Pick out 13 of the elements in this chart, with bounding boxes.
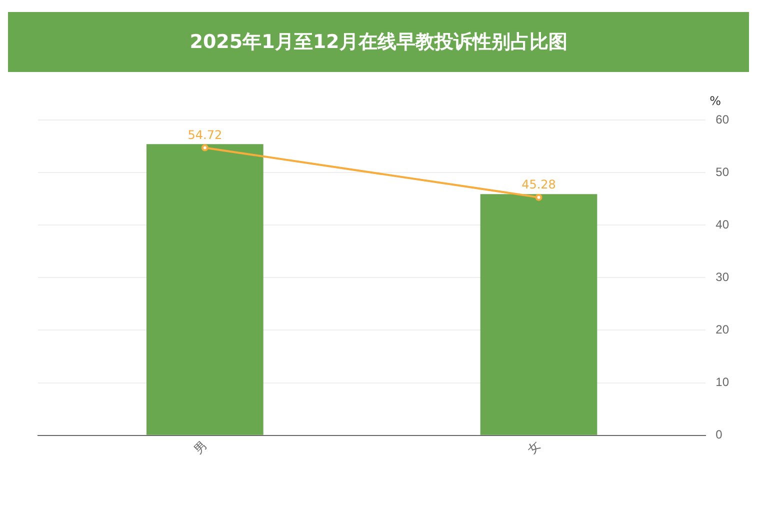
y-axis-title: % xyxy=(710,94,722,108)
y-tick-label: 60 xyxy=(716,112,730,126)
x-tick-label: 男 xyxy=(190,438,210,456)
chart-title: 2025年1月至12月在线早教投诉性别占比图 xyxy=(8,12,749,72)
data-label: 45.28 xyxy=(522,177,556,192)
x-tick-label: 女 xyxy=(524,438,544,456)
y-tick-label: 20 xyxy=(716,322,730,337)
y-tick-label: 40 xyxy=(716,217,730,232)
y-tick-label: 0 xyxy=(716,428,723,442)
y-tick-label: 50 xyxy=(716,164,730,179)
y-tick-label: 10 xyxy=(716,375,730,390)
y-tick-label: 30 xyxy=(716,270,730,284)
data-label: 54.72 xyxy=(188,128,222,142)
